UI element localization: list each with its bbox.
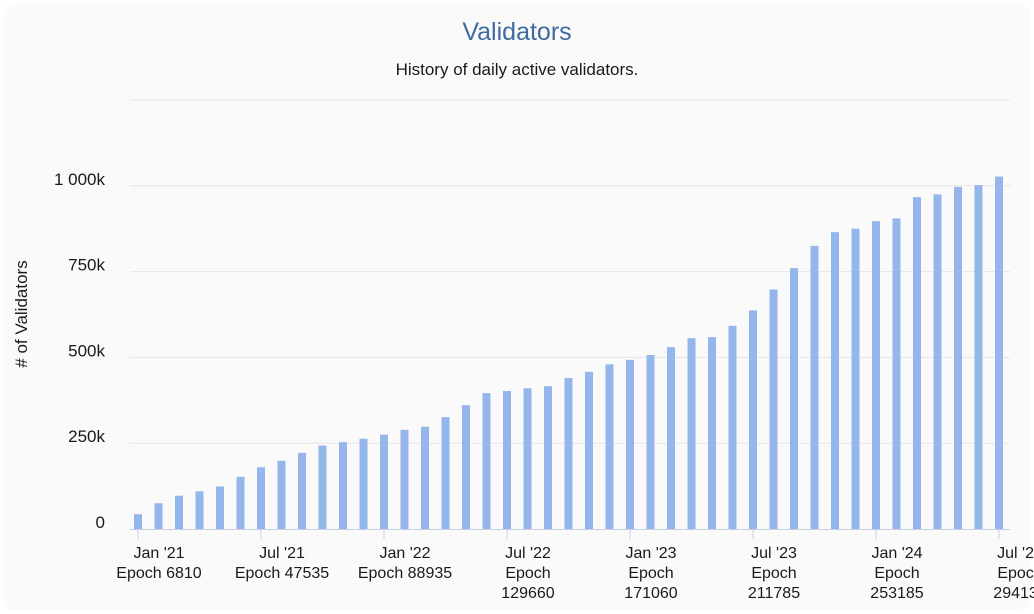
bar	[708, 337, 716, 529]
y-tick-label: 250k	[68, 427, 105, 446]
bar	[974, 185, 983, 530]
x-tick-label: Jan '22 Epoch 88935	[358, 545, 452, 582]
x-tick-label-line: Epoch	[997, 565, 1034, 582]
bar	[831, 232, 839, 529]
bar	[503, 391, 511, 529]
bar	[626, 359, 634, 529]
x-tick-label: Jul '24 Epoch 294135	[993, 545, 1034, 602]
x-tick-label-line: 211785	[748, 585, 800, 602]
x-tick-label: Jan '21 Epoch 6810	[116, 545, 202, 582]
bar	[933, 194, 942, 529]
x-tick-label-line: Jan '21	[133, 545, 184, 562]
bar	[175, 495, 183, 529]
bar	[790, 268, 798, 529]
x-tick-label: Jan '23 Epoch 171060	[624, 545, 677, 602]
bar	[769, 289, 778, 529]
bar	[277, 460, 286, 529]
chart-title: Validators	[462, 18, 572, 46]
bar	[298, 452, 306, 529]
x-tick-label-line: 253185	[870, 585, 923, 602]
x-tick-label: Jul '21 Epoch 47535	[235, 545, 329, 582]
bar	[154, 503, 163, 529]
bar	[236, 476, 245, 529]
x-tick-label-line: Jul '22	[505, 545, 551, 562]
x-tick-label-line: Epoch 47535	[235, 565, 329, 582]
bar	[605, 364, 614, 529]
x-tick-label-line: Epoch	[751, 565, 796, 582]
bar	[667, 347, 675, 529]
bar	[851, 228, 860, 529]
bar	[257, 467, 265, 529]
x-tick-label-line: Epoch 6810	[116, 565, 202, 582]
bar	[728, 325, 737, 529]
x-tick-label-line: Epoch	[874, 565, 919, 582]
x-tick-label-line: Epoch 88935	[358, 565, 452, 582]
x-tick-label: Jul '23 Epoch 211785	[748, 545, 800, 602]
bar	[544, 386, 552, 529]
x-tick-label-line: Jul '24	[997, 545, 1034, 562]
x-tick-label-line: Jan '24	[871, 545, 922, 562]
bar	[441, 417, 450, 529]
x-tick-label-line: 294135	[993, 585, 1034, 602]
bar	[482, 393, 491, 529]
x-tick-label-line: Epoch	[628, 565, 673, 582]
y-tick-label: 0	[96, 513, 105, 532]
x-tick-label-line: Jan '23	[625, 545, 676, 562]
x-tick-label-line: Jul '21	[259, 545, 305, 562]
bar	[339, 442, 347, 529]
bar	[523, 388, 532, 529]
x-tick-label-line: 171060	[624, 585, 677, 602]
bar	[421, 426, 429, 529]
y-tick-label: 500k	[68, 341, 105, 360]
bar	[564, 377, 573, 529]
bar	[646, 354, 655, 529]
bar	[195, 491, 204, 529]
bar	[134, 514, 142, 529]
bar	[913, 197, 921, 529]
x-tick-label-line: Jan '22	[379, 545, 430, 562]
bar	[810, 245, 819, 530]
chart-subtitle: History of daily active validators.	[395, 60, 639, 79]
bar	[400, 429, 409, 529]
bar	[380, 434, 388, 529]
y-axis-label: # of Validators	[12, 260, 31, 367]
bar	[872, 221, 880, 529]
y-tick-label: 1 000k	[54, 170, 106, 189]
x-tick-label: Jul '22 Epoch 129660	[501, 545, 554, 602]
bar	[585, 371, 593, 529]
bar	[462, 405, 470, 529]
bar	[318, 445, 327, 529]
y-tick-label: 750k	[68, 256, 105, 275]
x-tick-label: Jan '24 Epoch 253185	[870, 545, 923, 602]
bar	[687, 338, 696, 529]
bar	[995, 176, 1003, 529]
bar	[892, 218, 901, 530]
x-tick-label-line: Epoch	[505, 565, 550, 582]
bar	[954, 186, 962, 530]
bar	[359, 438, 368, 529]
bar	[749, 310, 757, 529]
x-tick-label-line: 129660	[501, 585, 554, 602]
bar	[216, 486, 224, 529]
x-tick-label-line: Jul '23	[751, 545, 797, 562]
